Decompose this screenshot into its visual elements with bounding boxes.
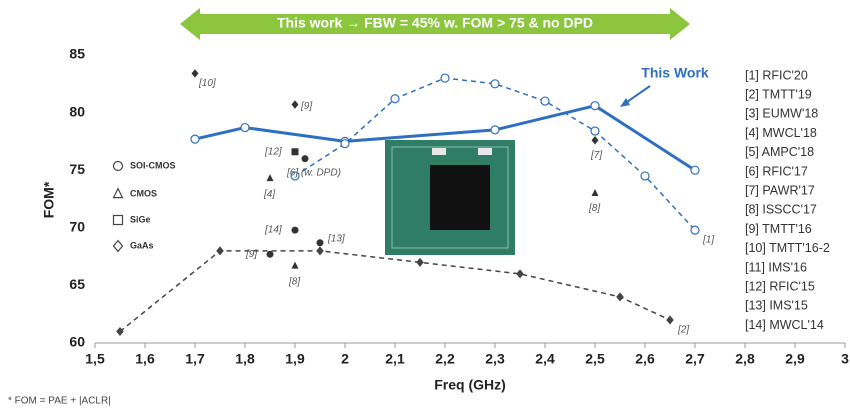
series-point — [491, 126, 499, 134]
x-tick-label: 2,2 — [435, 351, 455, 367]
series-point — [667, 316, 673, 323]
x-tick-label: 1,7 — [185, 351, 205, 367]
series-label: [1] — [702, 235, 714, 246]
point-label: [8] — [588, 203, 600, 214]
reference: [13] IMS'15 — [745, 299, 808, 313]
y-tick-label: 65 — [69, 276, 85, 292]
x-tick-label: 2,4 — [535, 351, 555, 367]
reference: [10] TMTT'16-2 — [745, 241, 830, 255]
point-label: [6] (w. DPD) — [286, 167, 341, 178]
reference: [12] RFIC'15 — [745, 279, 815, 293]
chip-pad — [432, 148, 446, 155]
data-point — [302, 155, 309, 162]
data-point — [267, 251, 274, 258]
x-tick-label: 2,3 — [485, 351, 505, 367]
legend-marker — [114, 189, 123, 198]
x-tick-label: 2 — [341, 351, 349, 367]
series-point — [241, 124, 249, 132]
series-point — [217, 247, 223, 254]
y-tick-label: 60 — [69, 334, 85, 350]
y-tick-label: 70 — [69, 219, 85, 235]
chart: This work → FBW = 45% w. FOM > 75 & no D… — [0, 0, 850, 409]
reference: [11] IMS'16 — [745, 260, 807, 274]
point-label: [9] — [300, 101, 312, 112]
legend-marker — [114, 241, 123, 252]
series-point — [591, 127, 599, 135]
point-label: [13] — [327, 233, 345, 244]
footnote: * FOM = PAE + |ACLR| — [8, 396, 111, 407]
point-label: [8] — [288, 276, 300, 287]
y-axis-label: FOM* — [41, 181, 57, 218]
point-label: [9] — [245, 249, 257, 260]
reference: [8] ISSCC'17 — [745, 203, 817, 217]
point-label: [14] — [264, 225, 282, 236]
series-point — [391, 95, 399, 103]
point-label: [10] — [198, 78, 216, 89]
reference: [5] AMPC'18 — [745, 145, 814, 159]
reference: [6] RFIC'17 — [745, 164, 808, 178]
reference: [9] TMTT'16 — [745, 222, 812, 236]
chip-die — [430, 165, 490, 230]
series-point — [517, 270, 523, 277]
x-tick-label: 1,9 — [285, 351, 305, 367]
data-point — [292, 227, 299, 234]
reference: [4] MWCL'18 — [745, 126, 817, 140]
data-point — [292, 148, 299, 155]
series-point — [441, 74, 449, 82]
y-tick-label: 75 — [69, 161, 85, 177]
x-tick-label: 1,5 — [85, 351, 105, 367]
legend-label: GaAs — [130, 240, 154, 250]
series-point — [491, 80, 499, 88]
legend-marker — [114, 162, 123, 171]
data-point — [592, 189, 599, 196]
legend-marker — [114, 216, 123, 225]
point-label: [4] — [263, 189, 275, 200]
y-tick-label: 85 — [69, 46, 85, 62]
series-point — [691, 226, 699, 234]
series-point — [341, 140, 349, 148]
point-label: [7] — [590, 150, 602, 161]
series-label: [2] — [677, 325, 689, 336]
x-tick-label: 2,1 — [385, 351, 405, 367]
series-point — [641, 172, 649, 180]
reference: [1] RFIC'20 — [745, 68, 808, 82]
series-point — [691, 166, 699, 174]
x-tick-label: 1,6 — [135, 351, 155, 367]
x-tick-label: 1,8 — [235, 351, 255, 367]
chip-pad — [478, 148, 492, 155]
series-point — [591, 102, 599, 110]
x-tick-label: 2,9 — [785, 351, 805, 367]
x-tick-label: 2,6 — [635, 351, 655, 367]
data-point — [267, 174, 274, 181]
x-tick-label: 2,7 — [685, 351, 705, 367]
reference: [2] TMTT'19 — [745, 87, 812, 101]
series-line — [120, 251, 670, 332]
legend-label: CMOS — [130, 188, 157, 198]
series-point — [191, 135, 199, 143]
series-point — [417, 259, 423, 266]
x-tick-label: 2,8 — [735, 351, 755, 367]
data-point — [292, 100, 299, 108]
legend-label: SOI-CMOS — [130, 160, 176, 170]
reference: [14] MWCL'14 — [745, 318, 824, 332]
data-point — [592, 136, 599, 144]
data-point — [192, 69, 199, 77]
y-tick-label: 80 — [69, 103, 85, 119]
x-tick-label: 2,5 — [585, 351, 605, 367]
x-tick-label: 3 — [841, 351, 849, 367]
x-axis-label: Freq (GHz) — [434, 377, 506, 393]
annotation-arrow — [624, 86, 650, 104]
series-point — [617, 293, 623, 300]
series-point — [317, 247, 323, 254]
annotation-arrowhead — [620, 98, 630, 107]
reference: [3] EUMW'18 — [745, 107, 818, 121]
data-point — [292, 262, 299, 269]
series-point — [541, 97, 549, 105]
reference: [7] PAWR'17 — [745, 183, 815, 197]
banner-text: This work → FBW = 45% w. FOM > 75 & no D… — [277, 15, 593, 31]
annotation: This Work — [641, 65, 709, 81]
legend-label: SiGe — [130, 214, 151, 224]
data-point — [317, 239, 324, 246]
point-label: [12] — [264, 146, 282, 157]
